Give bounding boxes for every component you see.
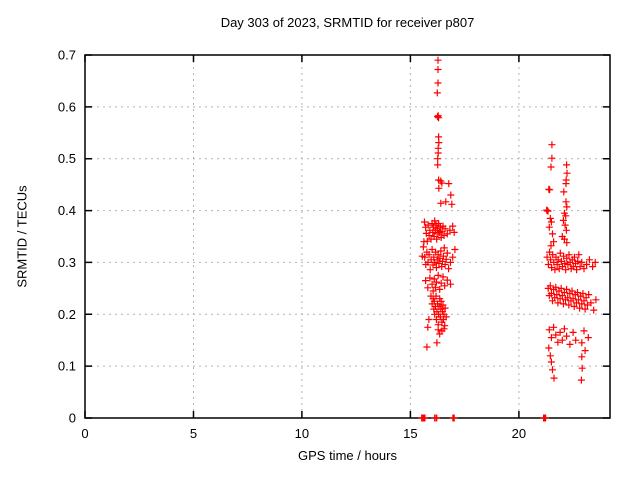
x-tick-label: 10	[295, 426, 309, 441]
y-tick-label: 0.2	[58, 307, 76, 322]
y-axis-label: SRMTID / TECUs	[14, 185, 30, 288]
chart-title: Day 303 of 2023, SRMTID for receiver p80…	[220, 15, 475, 30]
scatter-points	[418, 56, 600, 422]
x-axis-label: GPS time / hours	[298, 448, 397, 463]
x-tick-label: 15	[403, 426, 417, 441]
y-tick-labels: 0 0.1 0.2 0.3 0.4 0.5 0.6 0.7	[58, 48, 76, 426]
x-tick-label: 5	[190, 426, 197, 441]
x-tick-label: 0	[81, 426, 88, 441]
axis-ticks	[84, 54, 610, 419]
x-tick-labels: 0 5 10 15 20	[81, 426, 526, 441]
y-tick-label: 0.7	[58, 48, 76, 63]
y-tick-label: 0.3	[58, 255, 76, 270]
plot-border	[84, 54, 611, 419]
y-tick-label: 0.4	[58, 203, 76, 218]
y-tick-label: 0.1	[58, 359, 76, 374]
y-tick-label: 0	[69, 411, 76, 426]
x-tick-label: 20	[512, 426, 526, 441]
y-tick-label: 0.6	[58, 99, 76, 114]
y-tick-label: 0.5	[58, 151, 76, 166]
grid-lines	[84, 54, 610, 419]
